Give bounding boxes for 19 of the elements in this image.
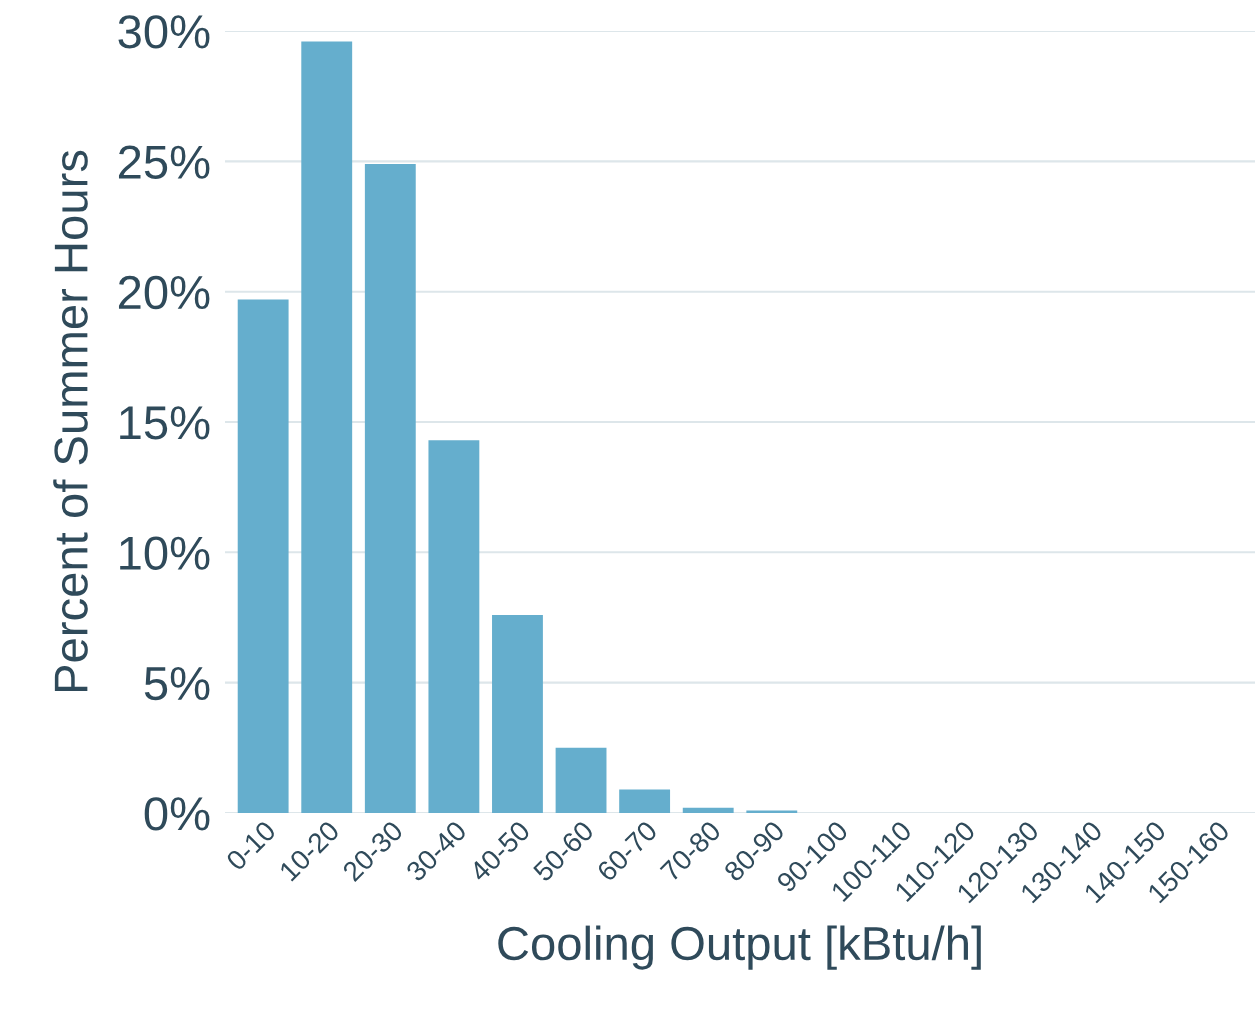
y-tick-label: 20% [118, 275, 210, 310]
bar [428, 440, 480, 813]
bar [555, 747, 607, 813]
bar [301, 41, 353, 813]
y-tick-label: 10% [120, 536, 210, 570]
y-tick-label: 25% [118, 145, 210, 179]
y-tick-label: 30% [118, 15, 210, 49]
bar [237, 299, 289, 813]
bar [619, 789, 671, 813]
bar [746, 810, 798, 813]
bar [492, 614, 543, 813]
x-tick-label: 0-10 [225, 819, 277, 872]
y-tick-label: 15% [120, 406, 210, 440]
y-axis-title: Percent of Summer Hours [53, 150, 88, 692]
y-tick-label: 0% [144, 797, 210, 831]
bar [364, 163, 416, 813]
bar [682, 807, 734, 813]
y-tick-label: 5% [144, 667, 210, 701]
x-axis-title: Cooling Output [kBtu/h] [498, 925, 981, 970]
